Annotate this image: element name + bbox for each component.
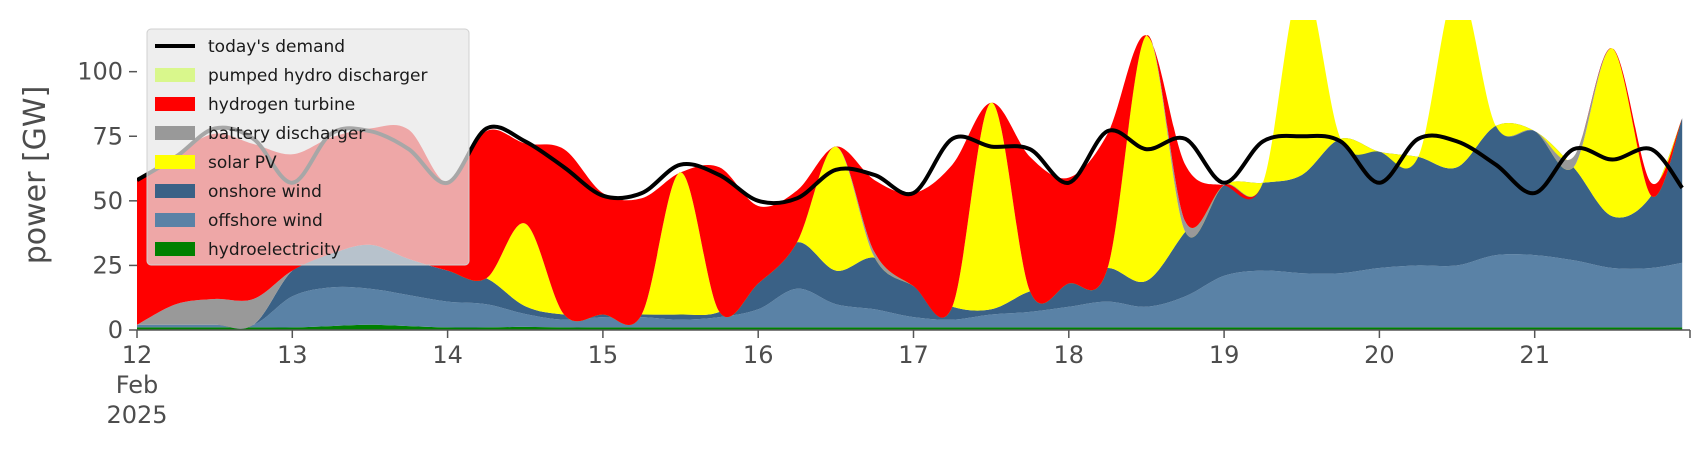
- legend-swatch-offshore-wind: [155, 213, 195, 227]
- x-tick-label: 13: [277, 341, 308, 369]
- legend-label-pumped-hydro-discharger: pumped hydro discharger: [208, 66, 427, 86]
- legend-label-offshore-wind: offshore wind: [208, 211, 323, 231]
- legend-swatch-battery-discharger: [155, 126, 195, 140]
- x-tick-label: 18: [1054, 341, 1085, 369]
- y-axis-title: power [GW]: [18, 86, 53, 265]
- x-tick-label: 17: [898, 341, 929, 369]
- legend-frame: [146, 28, 470, 266]
- legend-label-hydrogen-turbine: hydrogen turbine: [208, 95, 355, 115]
- legend-swatch-pumped-hydro-discharger: [155, 68, 195, 82]
- legend-label-hydroelectricity: hydroelectricity: [208, 240, 341, 260]
- x-tick-month: Feb: [116, 371, 159, 399]
- legend-label-battery-discharger: battery discharger: [208, 124, 365, 144]
- y-tick-label: 100: [77, 58, 123, 86]
- x-tick-label: 15: [588, 341, 619, 369]
- area-hydrogen-turbine: [137, 20, 1683, 326]
- x-tick-label: 19: [1209, 341, 1240, 369]
- x-tick-label: 16: [743, 341, 774, 369]
- area-offshore-wind: [137, 254, 1683, 328]
- x-tick-label: 21: [1519, 341, 1550, 369]
- legend-swatch-hydroelectricity: [155, 242, 195, 256]
- legend-label-solar-pv: solar PV: [208, 153, 277, 173]
- legend-swatch-hydrogen-turbine: [155, 97, 195, 111]
- legend-swatch-onshore-wind: [155, 184, 195, 198]
- x-tick-label: 14: [432, 341, 463, 369]
- legend-label-today-s-demand: today's demand: [208, 37, 345, 57]
- x-tick-label: 12: [122, 341, 153, 369]
- y-tick-label: 0: [108, 316, 123, 344]
- legend: today's demand pumped hydro discharger hyd…: [146, 28, 470, 266]
- x-tick-year: 2025: [106, 401, 167, 429]
- area-solar-pv: [137, 20, 1683, 329]
- y-tick-label: 50: [92, 187, 123, 215]
- stacked-areas: [137, 20, 1683, 330]
- x-tick-label: 20: [1364, 341, 1395, 369]
- area-onshore-wind: [137, 118, 1683, 329]
- legend-label-onshore-wind: onshore wind: [208, 182, 322, 202]
- y-tick-label: 75: [92, 122, 123, 150]
- y-tick-label: 25: [92, 251, 123, 279]
- legend-swatch-solar-pv: [155, 155, 195, 169]
